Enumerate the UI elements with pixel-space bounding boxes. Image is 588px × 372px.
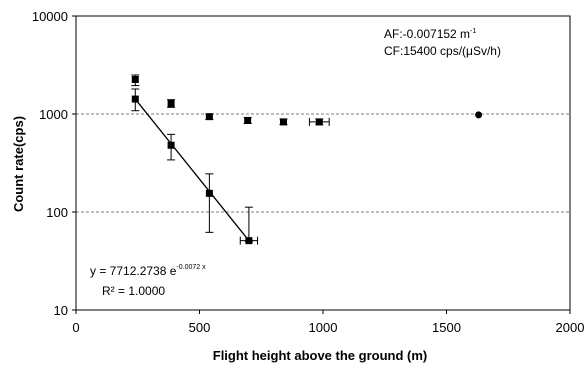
x-tick-label: 1500 (432, 320, 461, 335)
x-tick-label: 500 (189, 320, 211, 335)
data-point (244, 116, 252, 124)
data-point (205, 189, 213, 197)
attenuation-factor-label: AF:-0.007152 m-1 (384, 27, 476, 41)
fit-line-segment (134, 98, 250, 242)
y-tick-label: 10000 (32, 9, 68, 24)
r-squared-label: R² = 1.0000 (102, 284, 165, 298)
data-point (205, 113, 213, 121)
data-point (475, 111, 483, 119)
data-points (131, 75, 483, 245)
fit-line (134, 98, 250, 242)
y-tick-label: 1000 (39, 107, 68, 122)
y-tick-label: 100 (46, 205, 68, 220)
x-axis-title: Flight height above the ground (m) (213, 348, 427, 363)
error-bars (131, 74, 330, 245)
y-axis-title: Count rate(cps) (11, 116, 26, 212)
data-point (131, 95, 139, 103)
data-point (167, 141, 175, 149)
x-tick-label: 0 (72, 320, 79, 335)
fit-equation-label: y = 7712.2738 e-0.0072 x (90, 264, 206, 278)
data-point (315, 118, 323, 126)
tick-labels: 0 500 1000 1500 2000 10 100 1000 10000 (32, 9, 585, 335)
data-point (279, 118, 287, 126)
grid-lines (76, 113, 570, 213)
data-point (131, 75, 139, 83)
axes (72, 15, 571, 314)
x-tick-label: 1000 (309, 320, 338, 335)
conversion-factor-label: CF:15400 cps/(μSv/h) (384, 44, 501, 58)
x-tick-label: 2000 (556, 320, 585, 335)
data-point (167, 99, 175, 107)
data-point (245, 237, 253, 245)
y-tick-label: 10 (54, 303, 68, 318)
